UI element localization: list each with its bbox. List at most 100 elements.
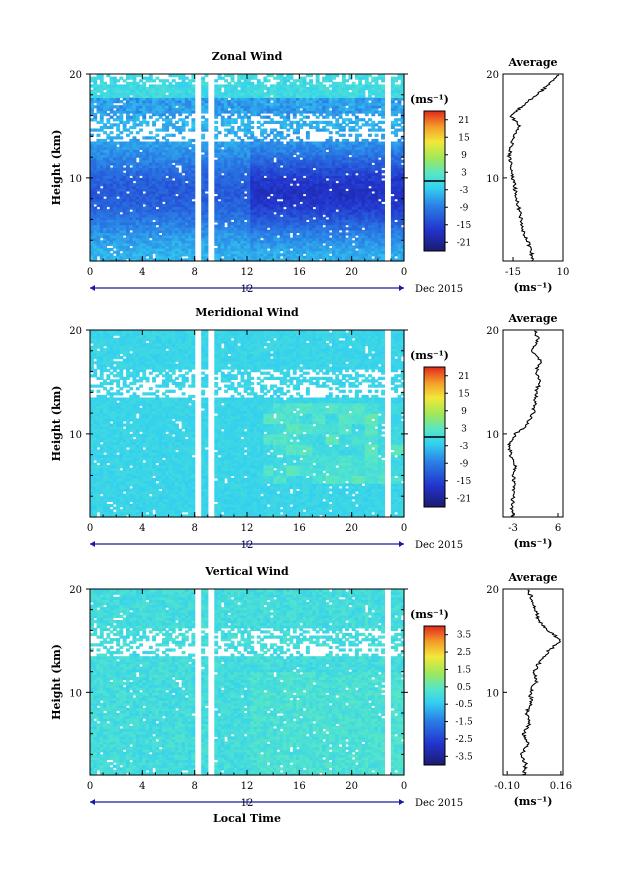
heatmap-cell (171, 196, 176, 200)
heatmap-cell (119, 219, 124, 223)
heatmap-cell (96, 232, 101, 236)
heatmap-cell (135, 92, 140, 96)
heatmap-cell (168, 180, 173, 184)
heatmap-cell (90, 84, 94, 88)
heatmap-cell (178, 190, 183, 195)
heatmap-cell (93, 144, 98, 148)
heatmap-cell (93, 253, 98, 257)
heatmap-cell (165, 224, 170, 228)
heatmap-cell (214, 149, 219, 153)
heatmap-cell (220, 242, 225, 246)
heatmap-cell (165, 172, 170, 176)
heatmap-cell (152, 224, 156, 228)
heatmap-cell (119, 180, 124, 184)
heatmap-cell (224, 97, 228, 101)
heatmap-cell (90, 193, 94, 197)
heatmap-cell (93, 227, 98, 231)
heatmap-cell (106, 229, 111, 233)
heatmap-cell (90, 76, 94, 80)
heatmap-cell (191, 146, 196, 150)
heatmap-cell (217, 105, 222, 109)
heatmap-cell (201, 222, 206, 226)
heatmap-cell (142, 102, 147, 106)
heatmap-cell (217, 211, 222, 215)
heatmap-cell (139, 146, 143, 150)
heatmap-cell (135, 222, 140, 226)
heatmap-cell (204, 222, 209, 226)
heatmap-cell (132, 151, 137, 156)
heatmap-cell (112, 242, 117, 246)
heatmap-cell (93, 237, 98, 241)
heatmap-cell (224, 151, 228, 156)
heatmap-cell (184, 170, 189, 174)
heatmap-cell (165, 128, 170, 132)
heatmap-cell (181, 258, 186, 262)
heatmap-cell (217, 245, 222, 249)
heatmap-cell (250, 120, 255, 124)
heatmap-cell (158, 100, 163, 104)
heatmap-cell (168, 227, 173, 231)
heatmap-cell (220, 159, 225, 163)
heatmap-cell (90, 157, 94, 161)
heatmap-cell (168, 113, 173, 117)
heatmap-cell (126, 94, 130, 98)
heatmap-cell (184, 203, 189, 208)
heatmap-cell (99, 105, 104, 109)
heatmap-cell (126, 222, 130, 226)
heatmap-cell (152, 258, 156, 262)
heatmap-cell (90, 146, 94, 150)
heatmap-cell (191, 250, 196, 254)
heatmap-cell (93, 183, 98, 187)
heatmap-cell (155, 110, 160, 114)
heatmap-cell (122, 151, 127, 156)
heatmap-cell (148, 232, 153, 236)
heatmap-cell (106, 146, 111, 150)
heatmap-cell (224, 100, 228, 104)
heatmap-cell (145, 164, 150, 169)
heatmap-cell (162, 164, 166, 169)
heatmap-cell (220, 245, 225, 249)
heatmap-cell (233, 193, 238, 197)
heatmap-cell (237, 190, 242, 195)
heatmap-cell (148, 250, 153, 254)
heatmap-cell (139, 162, 143, 166)
heatmap-cell (96, 149, 101, 153)
heatmap-cell (165, 198, 170, 202)
heatmap-cell (122, 84, 127, 88)
heatmap-cell (188, 151, 192, 156)
heatmap-cell (109, 198, 114, 202)
heatmap-cell (119, 113, 124, 117)
heatmap-cell (175, 92, 179, 96)
heatmap-cell (96, 141, 101, 145)
heatmap-cell (201, 136, 206, 140)
heatmap-cell (204, 74, 209, 78)
heatmap-cell (184, 149, 189, 153)
heatmap-cell (93, 258, 98, 262)
heatmap-cell (237, 216, 242, 220)
heatmap-cell (162, 216, 166, 220)
heatmap-cell (168, 92, 173, 96)
heatmap-cell (112, 237, 117, 241)
heatmap-cell (204, 167, 209, 171)
heatmap-cell (220, 188, 225, 192)
heatmap-cell (165, 87, 170, 91)
heatmap-cell (135, 100, 140, 104)
heatmap-cell (171, 224, 176, 228)
heatmap-cell (184, 196, 189, 200)
heatmap-cell (116, 201, 121, 205)
heatmap-cell (201, 167, 206, 171)
heatmap-cell (224, 167, 228, 171)
heatmap-cell (230, 118, 235, 122)
heatmap-cell (152, 123, 156, 127)
heatmap-cell (224, 177, 228, 182)
heatmap-cell (217, 172, 222, 176)
heatmap-cell (142, 115, 147, 119)
heatmap-cell (165, 203, 170, 208)
heatmap-cell (227, 146, 232, 150)
heatmap-cell (237, 214, 242, 218)
heatmap-cell (224, 92, 228, 96)
heatmap-cell (145, 102, 150, 106)
heatmap-cell (90, 235, 94, 239)
heatmap-cell (155, 245, 160, 249)
heatmap-cell (224, 172, 228, 176)
